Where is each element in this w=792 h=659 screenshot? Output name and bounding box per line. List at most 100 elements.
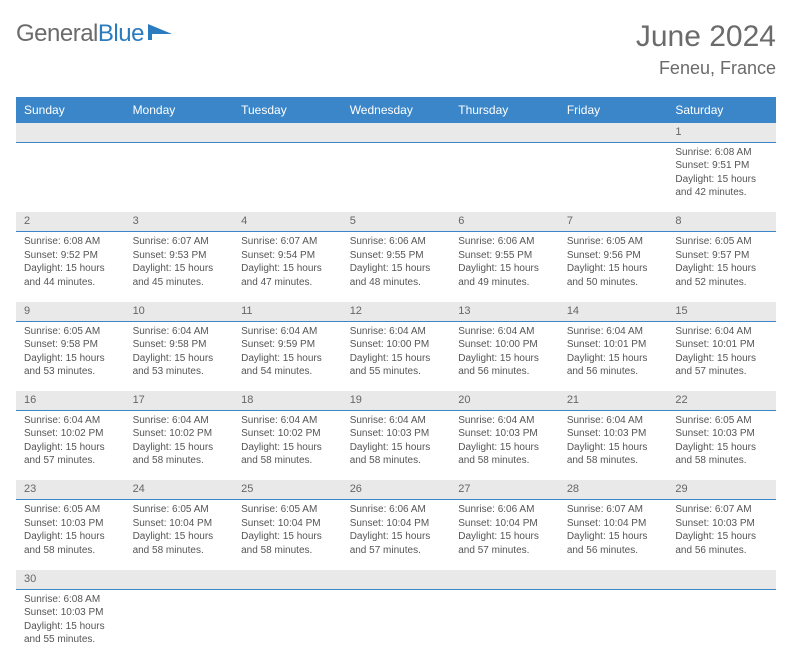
sunrise-text: Sunrise: 6:04 AM — [241, 414, 334, 428]
day-cell: Sunrise: 6:08 AMSunset: 9:51 PMDaylight:… — [667, 142, 776, 212]
day-number: 17 — [125, 391, 234, 410]
day-number: 1 — [667, 123, 776, 142]
daylight-text: Daylight: 15 hours — [133, 441, 226, 455]
day-cell: Sunrise: 6:05 AMSunset: 9:57 PMDaylight:… — [667, 232, 776, 302]
day-cell-empty — [450, 142, 559, 212]
daylight-text: and 58 minutes. — [241, 544, 334, 558]
day-number-empty — [559, 570, 668, 589]
day-cell: Sunrise: 6:04 AMSunset: 10:00 PMDaylight… — [450, 321, 559, 391]
weekday-header: Wednesday — [342, 97, 451, 123]
day-cell: Sunrise: 6:08 AMSunset: 9:52 PMDaylight:… — [16, 232, 125, 302]
day-number: 21 — [559, 391, 668, 410]
daylight-text: Daylight: 15 hours — [24, 352, 117, 366]
daylight-text: Daylight: 15 hours — [133, 352, 226, 366]
day-number: 20 — [450, 391, 559, 410]
logo-flag-icon — [148, 22, 174, 42]
sunset-text: Sunset: 9:55 PM — [350, 249, 443, 263]
month-title: June 2024 — [636, 20, 776, 54]
day-cell-empty — [342, 142, 451, 212]
day-cell-empty — [233, 589, 342, 659]
day-number: 25 — [233, 480, 342, 499]
daylight-text: Daylight: 15 hours — [133, 530, 226, 544]
sunrise-text: Sunrise: 6:08 AM — [24, 235, 117, 249]
sunset-text: Sunset: 9:54 PM — [241, 249, 334, 263]
logo-text-general: General — [16, 20, 98, 48]
sunset-text: Sunset: 9:52 PM — [24, 249, 117, 263]
daylight-text: Daylight: 15 hours — [675, 441, 768, 455]
daylight-text: Daylight: 15 hours — [350, 352, 443, 366]
day-cell: Sunrise: 6:04 AMSunset: 10:02 PMDaylight… — [233, 410, 342, 480]
sunset-text: Sunset: 10:03 PM — [24, 606, 117, 620]
daylight-text: and 57 minutes. — [350, 544, 443, 558]
day-cell: Sunrise: 6:07 AMSunset: 9:54 PMDaylight:… — [233, 232, 342, 302]
sunrise-text: Sunrise: 6:07 AM — [133, 235, 226, 249]
day-number: 9 — [16, 302, 125, 321]
daylight-text: Daylight: 15 hours — [350, 262, 443, 276]
daylight-text: and 57 minutes. — [458, 544, 551, 558]
day-number: 19 — [342, 391, 451, 410]
sunrise-text: Sunrise: 6:06 AM — [350, 235, 443, 249]
daylight-text: Daylight: 15 hours — [24, 620, 117, 634]
sunset-text: Sunset: 10:01 PM — [567, 338, 660, 352]
daylight-text: and 57 minutes. — [675, 365, 768, 379]
daylight-text: Daylight: 15 hours — [675, 262, 768, 276]
day-cell: Sunrise: 6:05 AMSunset: 9:58 PMDaylight:… — [16, 321, 125, 391]
daylight-text: Daylight: 15 hours — [567, 530, 660, 544]
daylight-text: and 44 minutes. — [24, 276, 117, 290]
day-number: 5 — [342, 212, 451, 231]
daylight-text: and 57 minutes. — [24, 454, 117, 468]
day-cell: Sunrise: 6:07 AMSunset: 10:04 PMDaylight… — [559, 500, 668, 570]
day-number-row: 1 — [16, 123, 776, 142]
day-number: 6 — [450, 212, 559, 231]
day-cell-empty — [667, 589, 776, 659]
calendar-table: Sunday Monday Tuesday Wednesday Thursday… — [16, 97, 776, 659]
daylight-text: and 55 minutes. — [24, 633, 117, 647]
sunrise-text: Sunrise: 6:08 AM — [675, 146, 768, 160]
weekday-header: Tuesday — [233, 97, 342, 123]
day-cell: Sunrise: 6:06 AMSunset: 9:55 PMDaylight:… — [450, 232, 559, 302]
daylight-text: and 58 minutes. — [675, 454, 768, 468]
daylight-text: and 58 minutes. — [350, 454, 443, 468]
day-number-row: 2345678 — [16, 212, 776, 231]
day-cell: Sunrise: 6:04 AMSunset: 10:02 PMDaylight… — [125, 410, 234, 480]
page-header: GeneralBlue June 2024 Feneu, France — [16, 20, 776, 79]
daylight-text: and 42 minutes. — [675, 186, 768, 200]
day-cell: Sunrise: 6:04 AMSunset: 9:59 PMDaylight:… — [233, 321, 342, 391]
day-number: 22 — [667, 391, 776, 410]
sunrise-text: Sunrise: 6:04 AM — [350, 414, 443, 428]
daylight-text: and 58 minutes. — [24, 544, 117, 558]
daylight-text: Daylight: 15 hours — [458, 530, 551, 544]
day-number: 12 — [342, 302, 451, 321]
day-number: 14 — [559, 302, 668, 321]
day-cell-empty — [125, 589, 234, 659]
day-number: 27 — [450, 480, 559, 499]
daylight-text: Daylight: 15 hours — [567, 262, 660, 276]
day-number: 18 — [233, 391, 342, 410]
day-number: 3 — [125, 212, 234, 231]
sunrise-text: Sunrise: 6:05 AM — [675, 414, 768, 428]
day-number: 26 — [342, 480, 451, 499]
title-block: June 2024 Feneu, France — [636, 20, 776, 79]
daylight-text: Daylight: 15 hours — [133, 262, 226, 276]
sunset-text: Sunset: 10:02 PM — [24, 427, 117, 441]
day-content-row: Sunrise: 6:04 AM Sunset: 10:02 PM Daylight… — [16, 410, 776, 480]
daylight-text: Daylight: 15 hours — [241, 262, 334, 276]
day-number-empty — [16, 123, 125, 142]
day-number-empty — [125, 570, 234, 589]
sunrise-text: Sunrise: 6:04 AM — [133, 414, 226, 428]
daylight-text: and 53 minutes. — [133, 365, 226, 379]
daylight-text: and 56 minutes. — [675, 544, 768, 558]
daylight-text: Daylight: 15 hours — [24, 262, 117, 276]
daylight-text: and 58 minutes. — [133, 544, 226, 558]
sunrise-text: Sunrise: 6:05 AM — [24, 325, 117, 339]
day-number-row: 30 — [16, 570, 776, 589]
sunrise-text: Sunrise: 6:05 AM — [24, 503, 117, 517]
sunrise-text: Sunrise: 6:04 AM — [567, 325, 660, 339]
day-cell: Sunrise: 6:04 AMSunset: 10:02 PMDaylight… — [16, 410, 125, 480]
day-cell-empty — [16, 142, 125, 212]
sunrise-text: Sunrise: 6:04 AM — [241, 325, 334, 339]
day-cell: Sunrise: 6:06 AMSunset: 10:04 PMDaylight… — [450, 500, 559, 570]
day-cell-empty — [559, 589, 668, 659]
sunset-text: Sunset: 10:03 PM — [567, 427, 660, 441]
sunrise-text: Sunrise: 6:05 AM — [567, 235, 660, 249]
